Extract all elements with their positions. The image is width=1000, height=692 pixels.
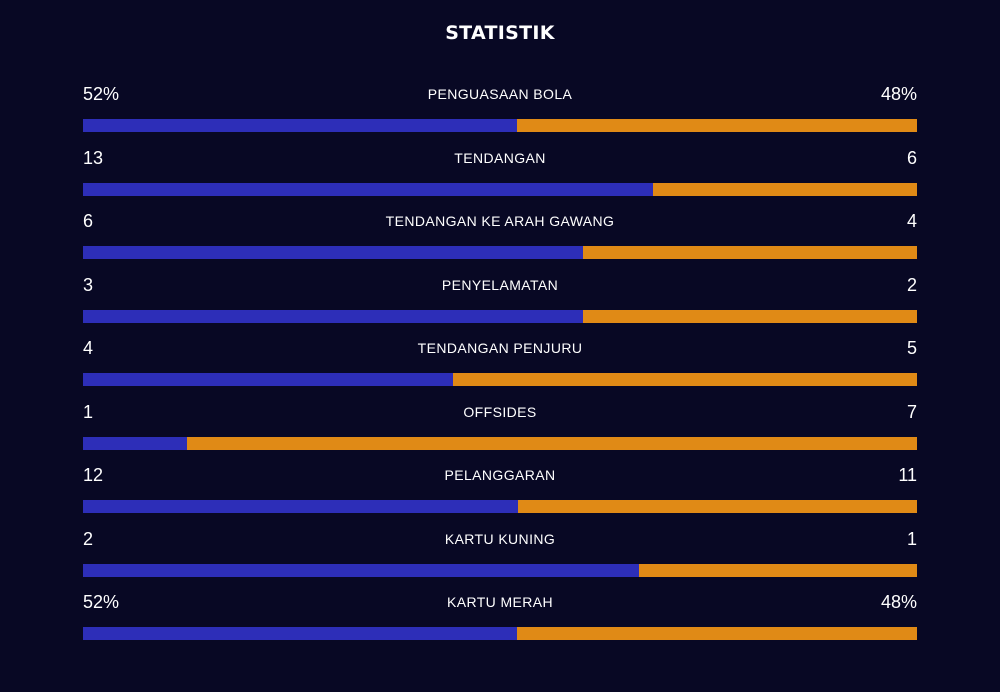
stat-label: KARTU MERAH — [446, 594, 554, 610]
stat-header: TENDANGAN PENJURU 4 5 — [83, 334, 917, 362]
home-value: 2 — [83, 528, 94, 549]
stat-header: KARTU MERAH 52% 48% — [83, 588, 917, 616]
away-value: 48% — [880, 84, 917, 104]
home-value: 3 — [83, 274, 94, 295]
comparison-bar — [83, 119, 917, 132]
comparison-bar — [83, 373, 917, 386]
home-value: 1 — [83, 401, 94, 422]
home-value: 52% — [83, 84, 120, 104]
stat-row: TENDANGAN KE ARAH GAWANG 6 4 — [83, 207, 917, 271]
stat-header: PENYELAMATAN 3 2 — [83, 271, 917, 299]
stat-header: OFFSIDES 1 7 — [83, 398, 917, 426]
away-value: 4 — [906, 211, 917, 231]
away-value: 6 — [906, 147, 917, 168]
away-value: 5 — [906, 338, 917, 358]
home-value: 52% — [83, 592, 120, 612]
stat-header: TENDANGAN KE ARAH GAWANG 6 4 — [83, 207, 917, 235]
home-value: 13 — [83, 147, 104, 168]
comparison-bar — [83, 309, 917, 323]
away-value: 7 — [906, 401, 917, 422]
stat-row: PENGUASAAN BOLA 52% 48% — [83, 80, 917, 144]
away-value: 2 — [906, 274, 917, 295]
comparison-bar — [83, 246, 917, 259]
away-value: 11 — [898, 465, 917, 485]
stat-label: TENDANGAN — [454, 149, 546, 166]
stat-header: KARTU KUNING 2 1 — [83, 525, 917, 553]
stat-row: PENYELAMATAN 3 2 — [83, 271, 917, 335]
stat-row: PELANGGARAN 12 11 — [83, 461, 917, 525]
home-bar-fill — [83, 627, 517, 640]
stat-label: KARTU KUNING — [444, 530, 556, 547]
away-value: 1 — [906, 528, 917, 549]
page-title: STATISTIK — [445, 22, 555, 44]
away-value: 48% — [880, 592, 917, 612]
stat-label: PENYELAMATAN — [441, 276, 559, 293]
home-value: 4 — [83, 338, 94, 358]
stat-header: PELANGGARAN 12 11 — [83, 461, 917, 489]
home-value: 12 — [83, 465, 104, 485]
home-bar-fill — [83, 563, 640, 577]
stat-label: TENDANGAN PENJURU — [417, 340, 583, 356]
stat-header: PENGUASAAN BOLA 52% 48% — [83, 80, 917, 108]
home-bar-fill — [83, 500, 519, 513]
stat-row: OFFSIDES 1 7 — [83, 398, 917, 462]
home-bar-fill — [83, 309, 584, 323]
home-bar-fill — [83, 182, 654, 196]
comparison-bar — [83, 563, 917, 577]
home-bar-fill — [83, 119, 517, 132]
stat-label: OFFSIDES — [463, 403, 537, 420]
home-bar-fill — [83, 436, 188, 450]
comparison-bar — [83, 436, 917, 450]
home-value: 6 — [83, 211, 94, 231]
stat-header: TENDANGAN 13 6 — [83, 144, 917, 172]
comparison-bar — [83, 627, 917, 640]
stat-label: PELANGGARAN — [444, 467, 556, 483]
comparison-bar — [83, 182, 917, 196]
comparison-bar — [83, 500, 917, 513]
home-bar-fill — [83, 373, 454, 386]
stat-row: KARTU MERAH 52% 48% — [83, 588, 917, 652]
stats-list: PENGUASAAN BOLA 52% 48% TENDANGAN 13 6 TENDANG… — [83, 80, 917, 652]
stat-row: TENDANGAN PENJURU 4 5 — [83, 334, 917, 398]
stat-row: TENDANGAN 13 6 — [83, 144, 917, 208]
home-bar-fill — [83, 246, 584, 259]
stat-row: KARTU KUNING 2 1 — [83, 525, 917, 589]
stat-label: PENGUASAAN BOLA — [427, 86, 573, 102]
stat-label: TENDANGAN KE ARAH GAWANG — [385, 213, 615, 229]
